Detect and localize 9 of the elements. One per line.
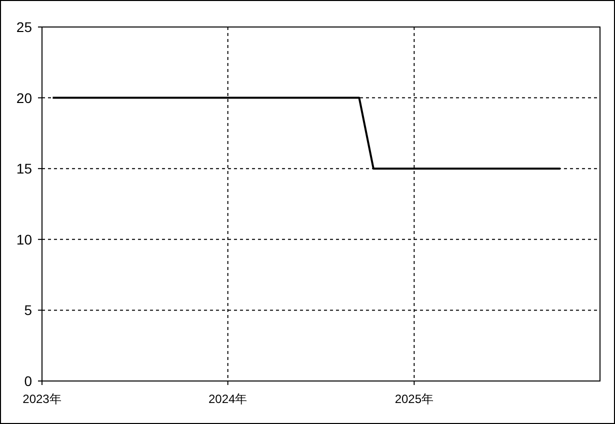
x-tick-label: 2023年 (22, 392, 62, 406)
y-tick-label: 15 (16, 160, 32, 177)
y-tick-label: 10 (16, 231, 32, 248)
x-tick-label: 2024年 (208, 392, 248, 406)
y-tick-label: 5 (24, 302, 32, 318)
y-tick-label: 20 (16, 90, 32, 106)
y-tick-label: 25 (16, 19, 32, 35)
y-tick-label: 0 (24, 373, 32, 389)
x-tick-label: 2025年 (394, 392, 434, 406)
